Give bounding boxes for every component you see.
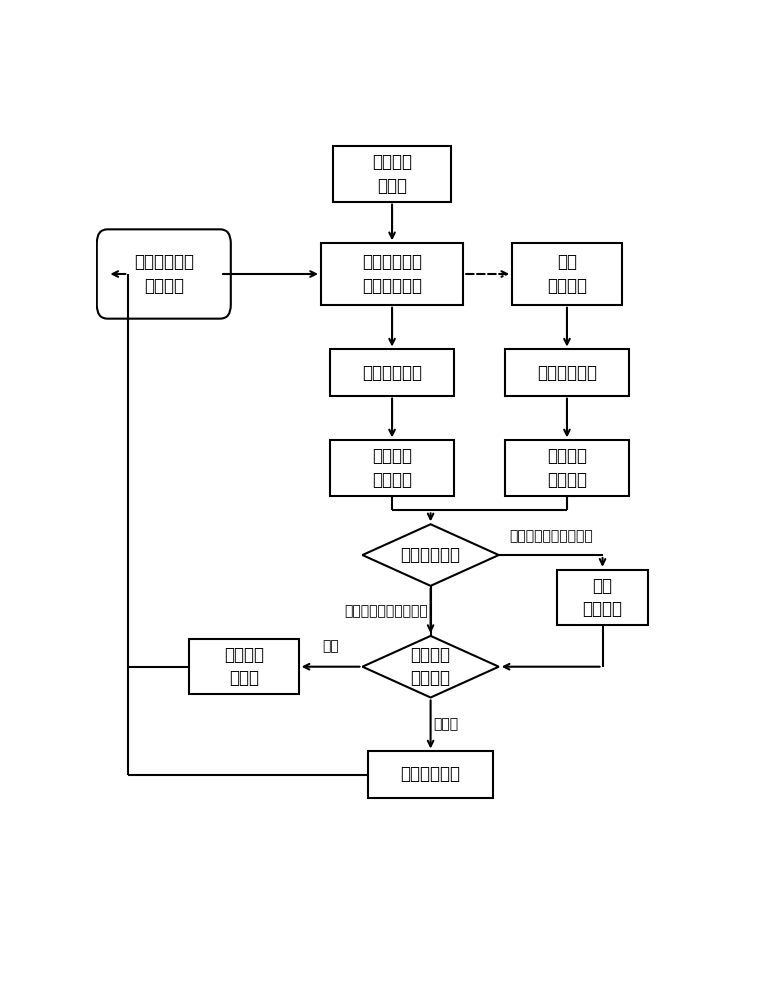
Text: 高斯液面
初始化: 高斯液面 初始化 [372,153,412,195]
FancyBboxPatch shape [97,229,231,319]
Text: 负荷预测计算: 负荷预测计算 [537,364,597,382]
Polygon shape [363,524,499,586]
Text: 负荷预测
比对结果: 负荷预测 比对结果 [372,447,412,489]
Polygon shape [363,636,499,698]
Bar [330,349,454,396]
Bar [512,243,622,305]
Text: 下一个时刻的
负荷预测: 下一个时刻的 负荷预测 [134,253,194,295]
Text: 高斯液面
收敛判定: 高斯液面 收敛判定 [411,646,451,688]
Text: 比对结果优于输出结果: 比对结果优于输出结果 [509,530,593,544]
Text: 高斯液面
初始化: 高斯液面 初始化 [224,646,264,688]
Text: 负荷预测
输出结果: 负荷预测 输出结果 [547,447,587,489]
Bar [368,751,493,798]
Bar [505,349,629,396]
Text: 未收敛: 未收敛 [434,717,459,731]
Text: 高斯液面更新: 高斯液面更新 [401,766,461,784]
Bar [505,440,629,496]
Text: 输出结果优于比对结果: 输出结果优于比对结果 [344,604,428,618]
Text: 基于高斯液面
生成随机参数: 基于高斯液面 生成随机参数 [362,253,422,295]
Text: 收敛: 收敛 [322,639,339,653]
Bar [330,440,454,496]
Bar [321,243,463,305]
Bar [557,570,649,625]
Text: 负荷预测计算: 负荷预测计算 [362,364,422,382]
Bar [333,146,451,202]
Bar [189,639,298,694]
Text: 更新
最优参数: 更新 最优参数 [582,577,623,618]
Text: 已有
最优参数: 已有 最优参数 [547,253,587,295]
Text: 预测结果评价: 预测结果评价 [401,546,461,564]
